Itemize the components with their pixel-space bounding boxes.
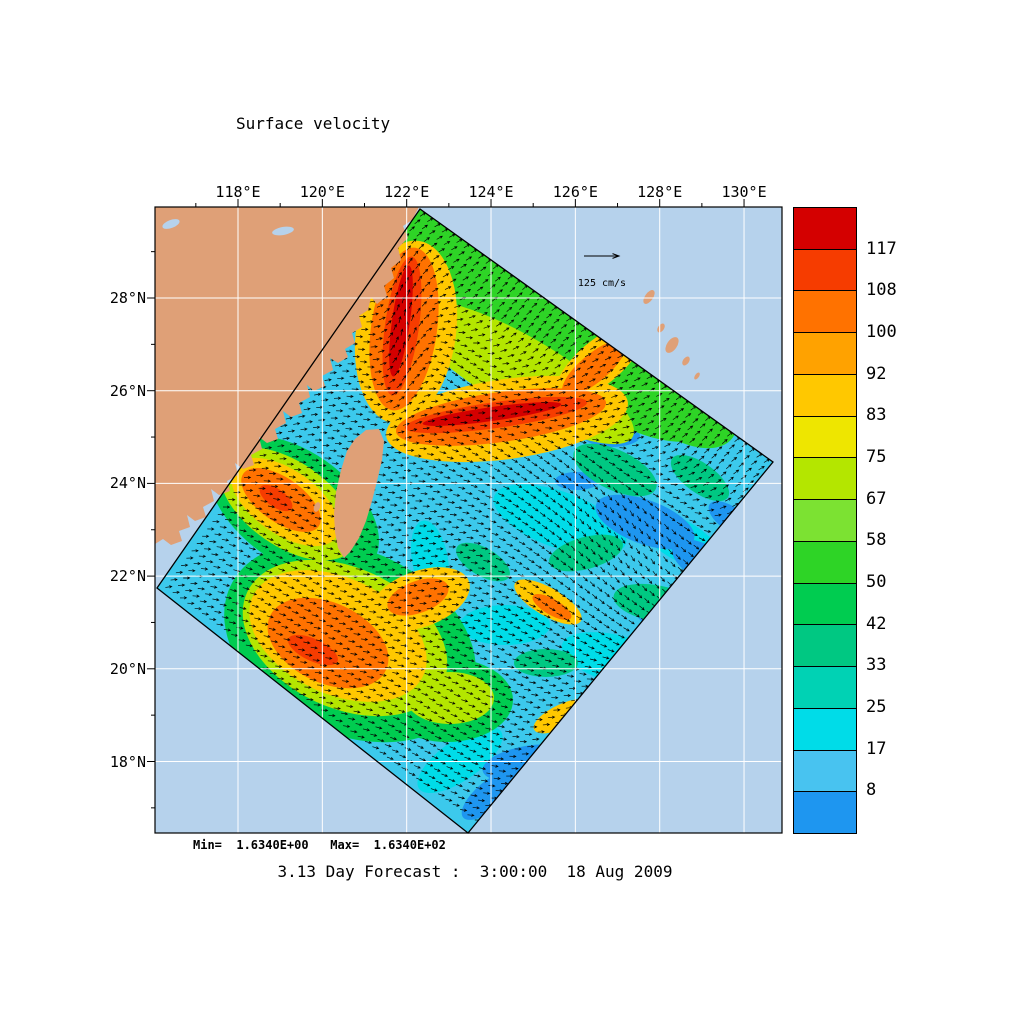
colorbar-tick-label: 42	[866, 613, 887, 634]
colorbar-cell	[794, 208, 856, 249]
colorbar-tick-label: 17	[866, 738, 887, 759]
minmax-stats-text: Min= 1.6340E+00 Max= 1.6340E+02	[193, 838, 446, 852]
taiwan-island	[334, 429, 384, 558]
colorbar-tick-label: 67	[866, 488, 887, 509]
ryukyu-island	[665, 337, 679, 353]
colorbar-cell	[794, 248, 856, 291]
colorbar-tick-label: 83	[866, 405, 887, 426]
landmass-group	[155, 207, 700, 558]
lat-tick-label: 22°N	[109, 567, 146, 586]
lat-tick-label: 20°N	[109, 659, 146, 678]
ryukyu-island	[682, 356, 690, 366]
ryukyu-island	[657, 323, 665, 333]
colorbar-tick-label: 58	[866, 530, 887, 551]
colorbar-cell	[794, 373, 856, 416]
model-domain-field	[157, 209, 773, 833]
colorbar-cell	[794, 707, 856, 750]
colorbar-cell	[794, 332, 856, 374]
colorbar-tick-label: 8	[866, 780, 877, 801]
inland-lake	[272, 226, 294, 236]
latlon-grid	[155, 207, 782, 833]
axis-ticks	[147, 199, 745, 809]
colorbar-tick-label: 25	[866, 697, 887, 717]
lon-tick-label: 122°E	[384, 183, 430, 201]
colorbar-tick-label: 92	[866, 363, 887, 384]
colorbar-cell	[794, 749, 856, 792]
colorbar-cell	[794, 791, 856, 834]
reference-vector-arrow	[584, 253, 621, 259]
colorbar-cell	[794, 499, 856, 541]
lat-tick-label: 24°N	[109, 474, 146, 493]
inland-lake	[162, 219, 180, 229]
colorbar-cell	[794, 457, 856, 500]
colorbar-cell	[794, 624, 856, 667]
colorbar-cell	[794, 290, 856, 333]
plot-frame	[154, 206, 783, 834]
lon-tick-label: 130°E	[721, 183, 767, 201]
reference-vector-label: 125 cm/s	[577, 278, 627, 289]
colorbar-tick-label: 33	[866, 655, 887, 676]
velocity-vectors	[165, 212, 771, 822]
lat-tick-label: 26°N	[109, 381, 146, 400]
colorbar-cell	[794, 582, 856, 625]
ryukyu-island	[694, 372, 700, 380]
colorbar-tick-label: 117	[866, 238, 897, 259]
colorbar-tick-label: 75	[866, 447, 887, 467]
lon-tick-label: 124°E	[468, 183, 514, 201]
lat-tick-label: 18°N	[109, 752, 146, 771]
figure-caption: 3.13 Day Forecast : 3:00:00 18 Aug 2009	[277, 862, 673, 881]
colorbar-cell	[794, 666, 856, 708]
lon-tick-label: 126°E	[552, 183, 598, 201]
lon-tick-label: 118°E	[215, 183, 261, 201]
ryukyu-island	[643, 290, 655, 304]
colorbar-tick-label: 50	[866, 572, 887, 592]
penghu-island	[313, 502, 321, 512]
colorbar-tick-label: 108	[866, 280, 897, 301]
colorbar-cell	[794, 415, 856, 458]
colorbar-tick-label: 100	[866, 322, 897, 342]
colorbar	[793, 207, 857, 834]
colorbar-cell	[794, 540, 856, 583]
figure-title: Surface velocity	[236, 114, 391, 133]
lon-tick-label: 120°E	[299, 183, 345, 201]
lat-tick-label: 28°N	[109, 289, 146, 307]
lon-tick-label: 128°E	[637, 183, 683, 201]
mainland-china-landmass	[155, 207, 419, 545]
